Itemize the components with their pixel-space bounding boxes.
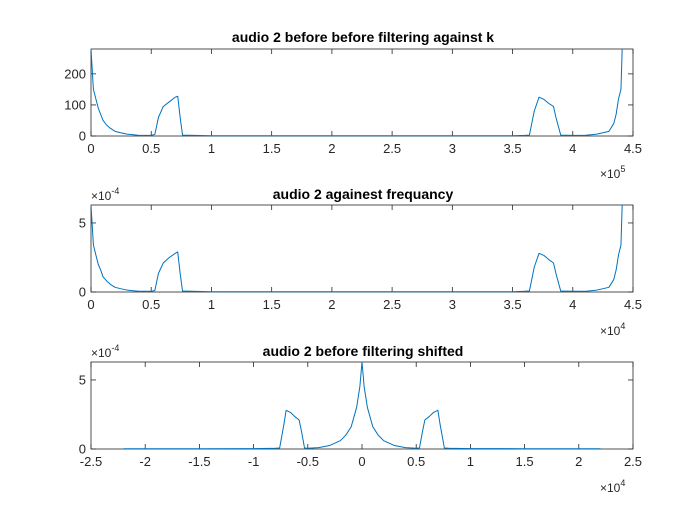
x-tick-label: 0 bbox=[358, 454, 365, 469]
y-tick-label: 0 bbox=[79, 285, 86, 300]
y-tick-label: 200 bbox=[64, 66, 86, 81]
subplot-2-axes bbox=[90, 204, 634, 293]
x-tick-label: -1.5 bbox=[188, 454, 210, 469]
x-tick-label: 1.5 bbox=[263, 141, 281, 156]
subplot-1-series-line bbox=[90, 48, 623, 137]
subplot-2-series-line bbox=[90, 204, 623, 293]
y-tick-label: 0 bbox=[79, 442, 86, 457]
x-tick-label: 1.5 bbox=[516, 454, 534, 469]
subplot-3-axes bbox=[90, 361, 634, 450]
subplot-3-ticks: -2.5 -2 -1.5 -1 -0.5 0 0.5 1 1.5 2 2.5 0 5 bbox=[79, 362, 642, 469]
y-tick-label: 100 bbox=[64, 97, 86, 112]
x-tick-label: 4 bbox=[569, 141, 576, 156]
x-tick-label: 0 bbox=[87, 141, 94, 156]
x-tick-label: 0.5 bbox=[407, 454, 425, 469]
x-tick-label: -1 bbox=[248, 454, 260, 469]
x-tick-label: 4.5 bbox=[624, 141, 642, 156]
x-tick-label: 4 bbox=[569, 297, 576, 312]
subplot-2-y-exponent: ×10-4 bbox=[91, 186, 119, 203]
x-tick-label: 0.5 bbox=[142, 141, 160, 156]
x-tick-label: 0 bbox=[87, 297, 94, 312]
subplot-1-axes bbox=[90, 48, 634, 137]
x-tick-label: -2.5 bbox=[80, 454, 102, 469]
subplot-2-x-exponent: ×104 bbox=[600, 321, 625, 338]
x-tick-label: 2.5 bbox=[383, 297, 401, 312]
x-tick-label: 2 bbox=[328, 141, 335, 156]
subplot-1-title: audio 2 before before filtering against … bbox=[232, 29, 494, 45]
y-tick-label: 5 bbox=[79, 215, 86, 230]
subplot-2-ticks: 0 0.5 1 1.5 2 2.5 3 3.5 4 4.5 0 5 bbox=[79, 205, 642, 312]
subplot-1-ticks: 0 0.5 1 1.5 2 2.5 3 3.5 4 4.5 0 100 200 bbox=[64, 49, 642, 156]
x-tick-label: 2 bbox=[328, 297, 335, 312]
subplot-3-title: audio 2 before filtering shifted bbox=[263, 343, 464, 359]
x-tick-label: 1 bbox=[208, 141, 215, 156]
x-tick-label: 2.5 bbox=[624, 454, 642, 469]
x-tick-label: 1.5 bbox=[263, 297, 281, 312]
subplot-1: audio 2 before before filtering against … bbox=[64, 29, 642, 181]
x-tick-label: 0.5 bbox=[142, 297, 160, 312]
x-tick-label: 2.5 bbox=[383, 141, 401, 156]
x-tick-label: 3 bbox=[449, 141, 456, 156]
x-tick-label: 3.5 bbox=[504, 297, 522, 312]
y-tick-label: 5 bbox=[79, 372, 86, 387]
x-tick-label: 1 bbox=[208, 297, 215, 312]
x-tick-label: 3 bbox=[449, 297, 456, 312]
subplot-3: audio 2 before filtering shifted -2.5 -2-… bbox=[79, 343, 642, 495]
subplot-3-series-line bbox=[123, 361, 601, 450]
subplot-3-y-exponent: ×10-4 bbox=[91, 343, 119, 360]
x-tick-label: 1 bbox=[467, 454, 474, 469]
x-tick-label: -0.5 bbox=[297, 454, 319, 469]
subplot-1-x-exponent: ×105 bbox=[600, 164, 625, 181]
x-tick-label: 2 bbox=[575, 454, 582, 469]
x-tick-label: 4.5 bbox=[624, 297, 642, 312]
x-tick-label: 3.5 bbox=[504, 141, 522, 156]
subplot-2-title: audio 2 againest frequancy bbox=[273, 186, 454, 202]
subplot-3-x-exponent: ×104 bbox=[600, 478, 625, 495]
subplot-2: audio 2 againest frequancy 0 0.5 1 1.5 2 2.5 3… bbox=[79, 186, 642, 338]
x-tick-label: -2 bbox=[139, 454, 151, 469]
y-tick-label: 0 bbox=[79, 129, 86, 144]
